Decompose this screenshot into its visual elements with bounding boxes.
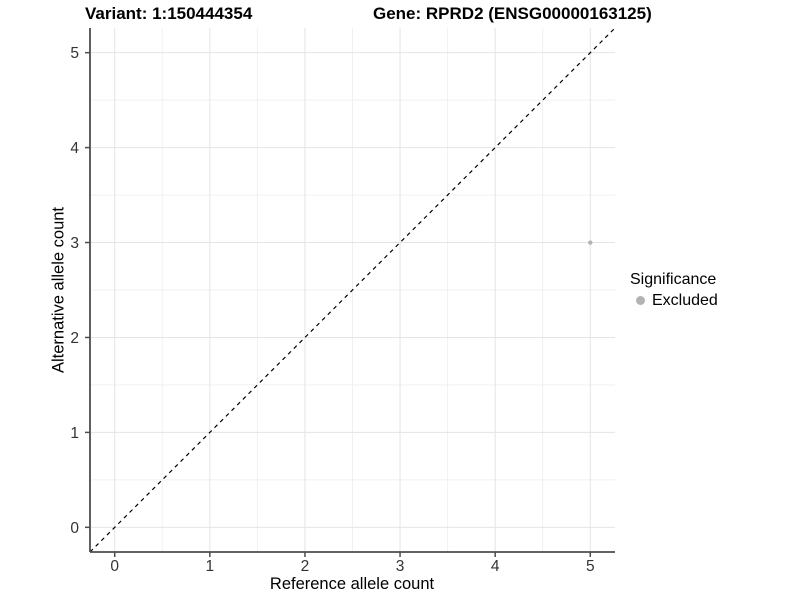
y-tick-label: 5 <box>70 45 79 62</box>
x-tick-label: 0 <box>110 558 119 575</box>
y-tick-label: 0 <box>70 520 79 537</box>
x-tick-label: 4 <box>491 558 500 575</box>
y-tick-label: 2 <box>70 330 79 347</box>
plot-title-gene: Gene: RPRD2 (ENSG00000163125) <box>373 4 652 23</box>
plot-title-variant: Variant: 1:150444354 <box>85 4 253 23</box>
x-tick-label: 5 <box>586 558 595 575</box>
y-tick-label: 3 <box>70 235 79 252</box>
legend-title: Significance <box>630 271 717 288</box>
legend: Significance Excluded <box>628 270 718 310</box>
x-axis-label: Reference allele count <box>269 575 435 593</box>
x-tick-label: 1 <box>206 558 215 575</box>
identity-line <box>89 27 616 553</box>
legend-item-label: Excluded <box>652 292 718 309</box>
x-tick-label: 2 <box>301 558 310 575</box>
legend-key-dot-icon <box>636 296 645 305</box>
y-tick-label: 1 <box>70 425 79 442</box>
legend-item: Excluded <box>628 291 718 310</box>
y-tick-label: 4 <box>70 140 79 157</box>
data-point <box>588 240 593 245</box>
x-tick-label: 3 <box>396 558 405 575</box>
y-axis-label: Alternative allele count <box>49 206 68 374</box>
